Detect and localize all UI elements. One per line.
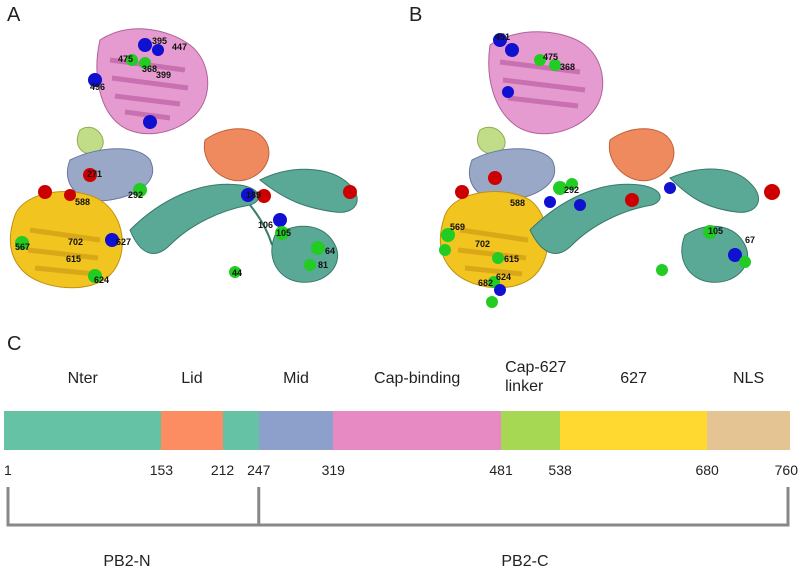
residue-label: 292 (128, 190, 143, 200)
residue-label: 702 (475, 239, 490, 249)
domain-label-cap: Cap-binding (374, 370, 461, 387)
pb2-n-bracket (6, 487, 259, 527)
residue-label: 271 (87, 169, 102, 179)
residue-label: 588 (75, 197, 90, 207)
residue-label: 496 (90, 82, 105, 92)
residue-label: 615 (504, 254, 519, 264)
panel-letter-a: A (7, 4, 21, 26)
residue-label: 475 (543, 52, 558, 62)
residue-label: 44 (232, 268, 242, 278)
tick-label: 247 (247, 462, 271, 478)
domain-segment-mid (258, 411, 334, 450)
lid-ribbon (203, 128, 270, 182)
domain-label-nter1: Nter (67, 370, 98, 387)
domain-label-lid: Lid (181, 370, 203, 387)
residue-label: 615 (66, 254, 81, 264)
residue-label: 368 (560, 62, 575, 72)
panel-letter-b: B (409, 4, 423, 26)
tick-label: 1 (4, 462, 12, 478)
tick-label: 538 (548, 462, 572, 478)
domain-segment-nter2 (222, 411, 259, 450)
residue-label: 682 (478, 278, 493, 288)
domain-627-ribbon (9, 191, 123, 289)
residue-label: 451 (495, 32, 510, 42)
domain-segment-d627 (560, 411, 708, 450)
residue-label: 567 (15, 242, 30, 252)
lid-ribbon (608, 128, 675, 182)
mid-ribbon (468, 148, 555, 202)
tick-label: 319 (321, 462, 345, 478)
residue-label: 399 (156, 70, 171, 80)
residue-label: 475 (118, 54, 133, 64)
residue-label: 64 (325, 246, 335, 256)
residue-label: 106 (258, 220, 273, 230)
residue-spheres (15, 38, 357, 283)
domain-segment-linker (501, 411, 561, 450)
domain-segment-cap (333, 411, 502, 450)
residue-label: 105 (708, 226, 723, 236)
pb2-c-bracket (257, 487, 790, 527)
residue-label: 569 (450, 222, 465, 232)
tick-label: 212 (210, 462, 235, 478)
domain-627-ribbon (439, 191, 549, 289)
residue-label: 105 (276, 228, 291, 238)
tick-label: 680 (695, 462, 719, 478)
residue-spheres (439, 33, 780, 308)
panel-letter-c: C (7, 333, 22, 355)
residue-label: 627 (116, 237, 131, 247)
domain-label-mid: Mid (283, 370, 309, 387)
domain-segment-nter1 (4, 411, 162, 450)
residue-label: 588 (510, 198, 525, 208)
residue-label: 624 (94, 275, 109, 285)
tick-label: 153 (149, 462, 174, 478)
domain-label-linker: Cap-627 linker (505, 359, 567, 395)
region-brackets (6, 487, 790, 527)
cap-binding-ribbon (488, 31, 604, 135)
residue-label: 447 (172, 42, 187, 52)
pb2-c-label: PB2-C (501, 553, 549, 570)
residue-label: 624 (496, 272, 511, 282)
domain-segment-nls (707, 411, 790, 450)
residue-label: 395 (152, 36, 167, 46)
tick-label: 760 (774, 462, 798, 478)
tick-label: 481 (489, 462, 513, 478)
domain-label-nls: NLS (733, 370, 765, 387)
residue-label: 67 (745, 235, 755, 245)
domain-segment-lid (161, 411, 223, 450)
residue-label: 189 (246, 190, 261, 200)
residue-label: 368 (142, 64, 157, 74)
residue-label: 702 (68, 237, 83, 247)
pb2-n-label: PB2-N (103, 553, 151, 570)
nter-ribbon (129, 168, 358, 283)
residue-label: 81 (318, 260, 328, 270)
residue-label: 292 (564, 185, 579, 195)
domain-label-d627: 627 (620, 370, 647, 387)
